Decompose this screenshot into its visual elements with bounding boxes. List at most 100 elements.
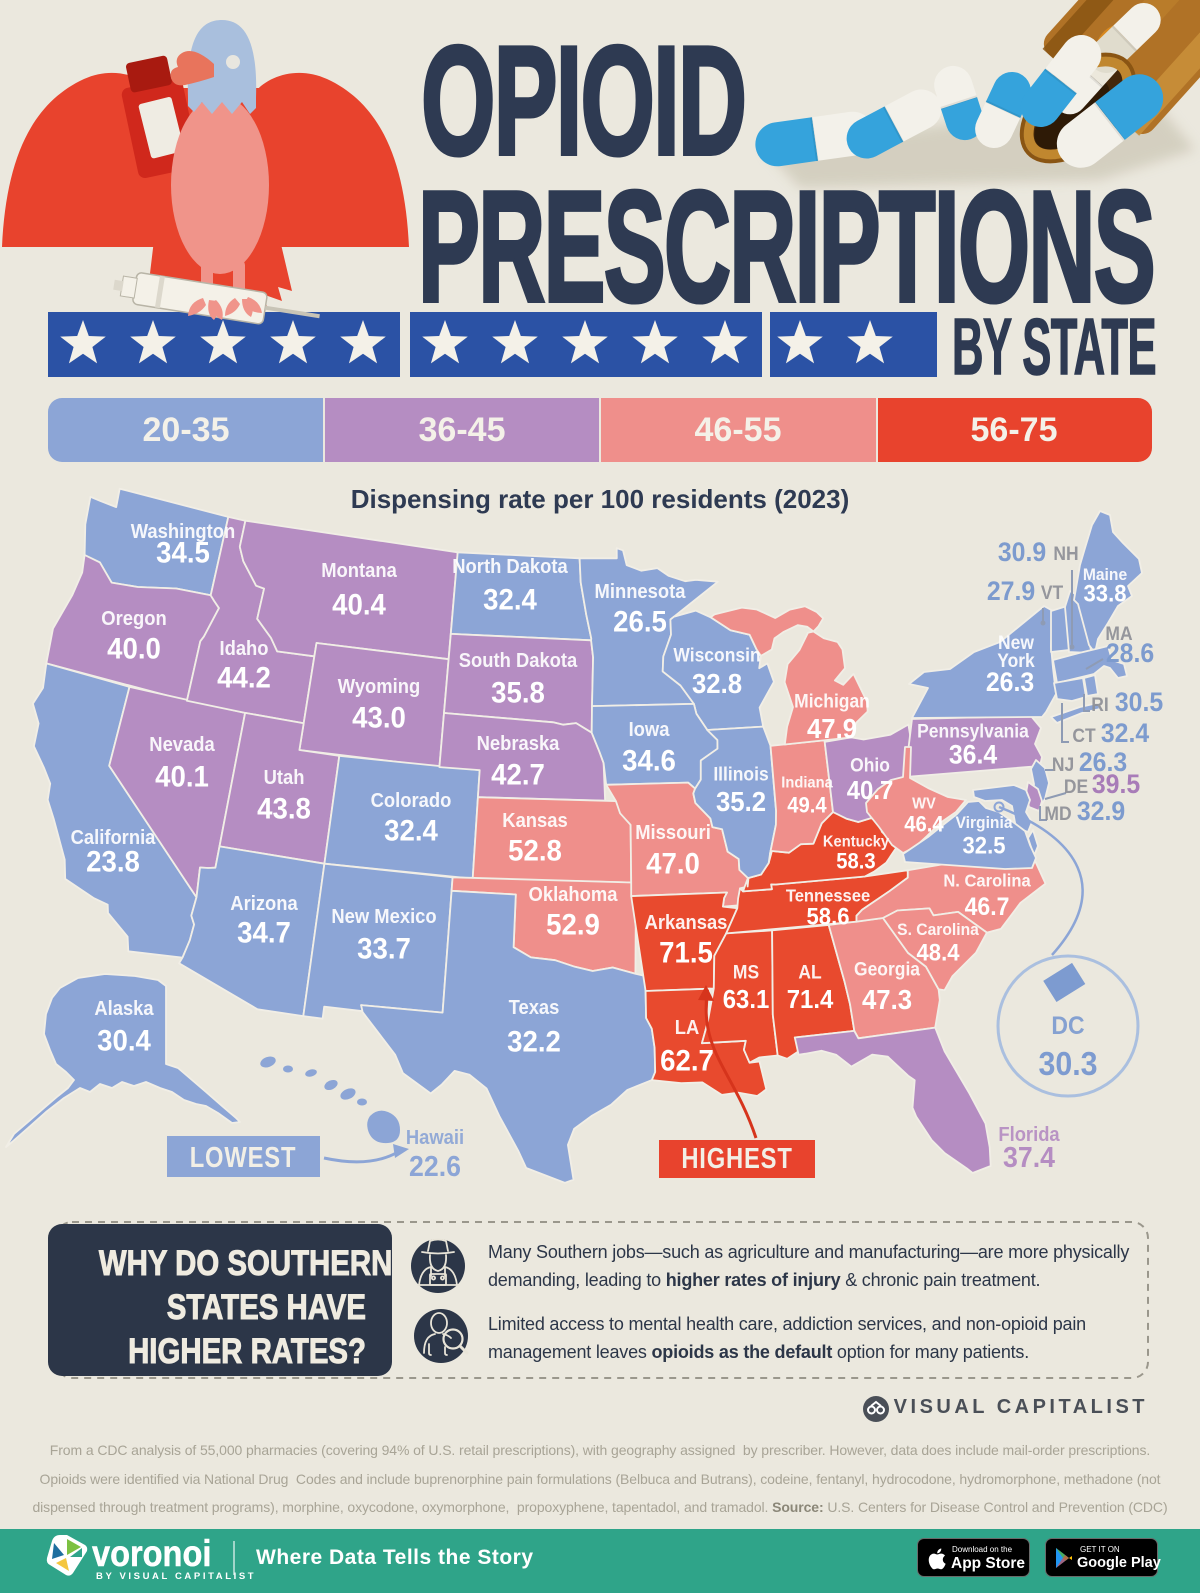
svg-text:22.6: 22.6 (409, 1150, 461, 1182)
svg-text:52.8: 52.8 (508, 834, 562, 867)
svg-text:34.6: 34.6 (622, 744, 676, 777)
svg-text:MA: MA (1105, 622, 1132, 644)
svg-text:CT: CT (1072, 724, 1095, 746)
svg-text:Iowa: Iowa (629, 719, 670, 741)
svg-text:34.5: 34.5 (156, 536, 210, 569)
svg-text:37.4: 37.4 (1003, 1141, 1055, 1173)
svg-text:Indiana: Indiana (781, 774, 833, 792)
svg-text:47.9: 47.9 (807, 713, 857, 744)
svg-text:32.4: 32.4 (384, 814, 438, 847)
svg-text:40.0: 40.0 (107, 632, 161, 665)
svg-text:40.4: 40.4 (332, 588, 386, 621)
svg-text:44.2: 44.2 (217, 661, 271, 694)
svg-text:California: California (71, 827, 156, 849)
svg-text:Pennsylvania: Pennsylvania (917, 720, 1030, 742)
svg-text:35.2: 35.2 (716, 786, 766, 817)
svg-text:30.4: 30.4 (97, 1024, 151, 1057)
svg-text:Georgia: Georgia (854, 958, 921, 980)
svg-text:43.8: 43.8 (257, 792, 311, 825)
svg-text:Alaska: Alaska (94, 998, 154, 1020)
svg-text:VT: VT (1041, 581, 1063, 603)
svg-text:Minnesota: Minnesota (595, 581, 686, 603)
svg-text:North Dakota: North Dakota (452, 556, 568, 578)
svg-text:Montana: Montana (321, 560, 397, 582)
svg-text:Kansas: Kansas (502, 810, 567, 832)
svg-text:32.4: 32.4 (483, 583, 537, 616)
svg-text:Nebraska: Nebraska (477, 733, 560, 755)
svg-text:71.4: 71.4 (787, 985, 834, 1014)
svg-text:S. Carolina: S. Carolina (897, 920, 980, 939)
svg-text:RI: RI (1091, 693, 1108, 715)
svg-text:Michigan: Michigan (794, 690, 870, 712)
svg-text:47.0: 47.0 (646, 847, 700, 880)
svg-text:South Dakota: South Dakota (459, 650, 578, 672)
svg-text:Florida: Florida (998, 1124, 1060, 1146)
svg-text:43.0: 43.0 (352, 701, 406, 734)
svg-text:39.5: 39.5 (1092, 770, 1140, 799)
svg-text:26.5: 26.5 (613, 605, 667, 638)
svg-text:26.3: 26.3 (986, 668, 1034, 697)
svg-text:New: New (998, 631, 1035, 653)
svg-text:32.2: 32.2 (507, 1025, 561, 1058)
svg-text:52.9: 52.9 (546, 908, 600, 941)
svg-text:Colorado: Colorado (371, 790, 452, 812)
svg-text:32.5: 32.5 (963, 832, 1006, 859)
svg-text:33.8: 33.8 (1084, 580, 1127, 607)
svg-text:30.5: 30.5 (1115, 688, 1163, 717)
svg-text:Idaho: Idaho (219, 638, 268, 660)
svg-text:33.7: 33.7 (357, 932, 411, 965)
svg-text:Oklahoma: Oklahoma (529, 884, 618, 906)
svg-text:NH: NH (1053, 542, 1078, 564)
svg-text:30.9: 30.9 (998, 538, 1046, 567)
svg-text:35.8: 35.8 (491, 676, 545, 709)
svg-text:46.7: 46.7 (965, 893, 1010, 921)
svg-text:58.6: 58.6 (807, 903, 850, 930)
svg-text:HIGHEST: HIGHEST (681, 1142, 792, 1175)
svg-text:23.8: 23.8 (86, 845, 140, 878)
svg-text:Illinois: Illinois (713, 763, 768, 785)
svg-text:63.1: 63.1 (723, 985, 770, 1014)
svg-text:40.1: 40.1 (155, 760, 209, 793)
svg-text:Wyoming: Wyoming (338, 676, 420, 698)
svg-text:40.7: 40.7 (847, 776, 894, 805)
svg-text:58.3: 58.3 (836, 850, 875, 874)
svg-text:Arkansas: Arkansas (645, 912, 728, 934)
svg-text:26.3: 26.3 (1079, 748, 1127, 777)
svg-text:MS: MS (733, 961, 759, 983)
svg-text:WV: WV (912, 795, 936, 813)
svg-text:DC: DC (1051, 1012, 1084, 1040)
svg-text:Virginia: Virginia (955, 813, 1013, 832)
svg-text:DE: DE (1064, 775, 1088, 797)
svg-text:Nevada: Nevada (149, 734, 215, 756)
svg-text:Washington: Washington (131, 521, 236, 543)
svg-text:York: York (997, 649, 1035, 671)
svg-text:47.3: 47.3 (862, 984, 912, 1015)
svg-text:MD: MD (1044, 802, 1071, 824)
svg-text:NJ: NJ (1052, 753, 1074, 775)
svg-text:Oregon: Oregon (101, 608, 166, 630)
svg-text:Missouri: Missouri (635, 822, 711, 844)
svg-text:Wisconsin: Wisconsin (673, 644, 760, 666)
svg-text:42.7: 42.7 (491, 758, 545, 791)
svg-text:LA: LA (675, 1017, 700, 1039)
svg-text:Maine: Maine (1083, 565, 1127, 584)
svg-text:New Mexico: New Mexico (331, 906, 436, 928)
svg-text:27.9: 27.9 (987, 577, 1035, 606)
svg-text:62.7: 62.7 (660, 1044, 714, 1077)
svg-text:34.7: 34.7 (237, 916, 291, 949)
svg-text:32.4: 32.4 (1101, 719, 1150, 748)
svg-text:71.5: 71.5 (659, 936, 713, 969)
svg-text:48.4: 48.4 (917, 939, 960, 966)
svg-text:28.6: 28.6 (1106, 639, 1154, 668)
svg-text:Tennessee: Tennessee (786, 885, 871, 906)
svg-text:36.4: 36.4 (949, 741, 998, 770)
svg-text:Ohio: Ohio (850, 754, 890, 776)
svg-text:Hawaii: Hawaii (406, 1127, 464, 1149)
svg-text:Utah: Utah (264, 767, 305, 789)
svg-text:Kentucky: Kentucky (823, 833, 890, 851)
svg-text:Texas: Texas (509, 997, 560, 1019)
svg-text:30.3: 30.3 (1038, 1045, 1097, 1082)
svg-text:46.4: 46.4 (904, 813, 944, 837)
svg-text:N. Carolina: N. Carolina (943, 870, 1031, 891)
svg-text:32.8: 32.8 (692, 668, 742, 699)
